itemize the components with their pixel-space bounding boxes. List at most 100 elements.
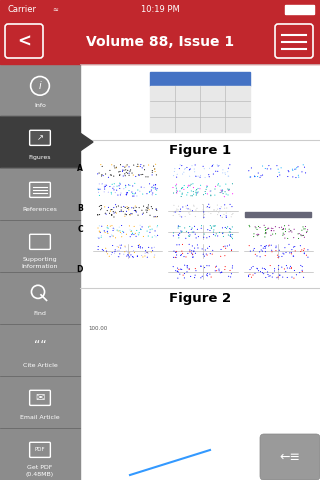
Point [280, 226, 285, 233]
Point [288, 227, 293, 235]
Point [104, 248, 109, 256]
Point [208, 222, 213, 229]
Point [276, 273, 281, 281]
Point [229, 247, 234, 254]
Point [187, 265, 192, 273]
Point [111, 172, 116, 180]
Point [298, 262, 303, 269]
Point [109, 190, 114, 198]
Point [141, 233, 146, 240]
Point [177, 270, 182, 278]
Point [187, 223, 192, 230]
Point [230, 223, 235, 231]
Point [180, 240, 185, 248]
Point [113, 234, 118, 241]
Point [226, 191, 231, 199]
Point [275, 252, 280, 259]
Point [276, 168, 282, 176]
Point [192, 168, 197, 176]
Point [210, 163, 215, 170]
Point [193, 213, 198, 220]
Point [192, 223, 197, 230]
Point [209, 223, 214, 231]
Point [124, 191, 129, 199]
Point [146, 249, 151, 257]
Point [204, 234, 209, 241]
Point [187, 166, 192, 173]
Point [265, 271, 270, 278]
Point [228, 201, 233, 208]
Point [181, 253, 187, 261]
Bar [0, 64, 80, 116]
Point [125, 249, 131, 257]
Point [251, 263, 256, 270]
Point [105, 207, 110, 215]
Point [190, 207, 195, 215]
Point [193, 250, 198, 257]
Point [138, 225, 143, 233]
Point [144, 208, 149, 216]
Point [95, 211, 100, 219]
Point [179, 247, 184, 255]
Point [129, 227, 134, 235]
Point [131, 247, 136, 254]
Bar [91, 202, 164, 220]
Point [111, 224, 116, 232]
Point [115, 226, 120, 234]
Point [201, 251, 206, 258]
Point [96, 234, 101, 242]
Point [171, 212, 176, 219]
Point [268, 231, 274, 239]
Point [178, 161, 183, 169]
Point [172, 208, 178, 216]
Point [173, 249, 179, 256]
Point [173, 208, 179, 216]
Point [292, 166, 298, 173]
Point [124, 168, 129, 176]
Text: ““: ““ [34, 339, 46, 352]
Text: <: < [17, 33, 31, 51]
Point [219, 246, 224, 253]
Point [246, 273, 251, 280]
Point [128, 210, 133, 217]
Point [207, 242, 212, 250]
Bar [242, 223, 315, 241]
Point [198, 263, 204, 270]
Point [125, 169, 130, 177]
Point [228, 266, 233, 274]
Point [184, 268, 189, 276]
Point [119, 233, 124, 240]
Point [200, 245, 205, 253]
Point [155, 222, 160, 229]
Point [282, 244, 287, 252]
Point [281, 225, 286, 232]
Point [196, 233, 201, 240]
Bar [166, 242, 240, 260]
Bar [242, 202, 315, 220]
Point [105, 228, 110, 235]
Point [139, 171, 144, 179]
Text: ←≡: ←≡ [279, 451, 300, 464]
Point [182, 274, 187, 282]
Point [115, 191, 120, 199]
Point [137, 204, 142, 212]
Point [188, 182, 193, 190]
Point [134, 204, 139, 211]
Point [103, 181, 108, 189]
Point [280, 273, 285, 281]
Point [229, 246, 234, 253]
Point [143, 249, 148, 257]
Point [222, 188, 228, 195]
Point [273, 247, 278, 254]
Point [175, 264, 180, 272]
Point [135, 163, 140, 170]
Point [291, 234, 296, 241]
Point [141, 162, 146, 170]
Point [153, 183, 158, 191]
Point [121, 167, 126, 174]
Text: Email Article: Email Article [20, 415, 60, 420]
Point [300, 168, 305, 176]
Point [210, 162, 215, 169]
Point [117, 185, 122, 192]
Point [215, 211, 220, 218]
